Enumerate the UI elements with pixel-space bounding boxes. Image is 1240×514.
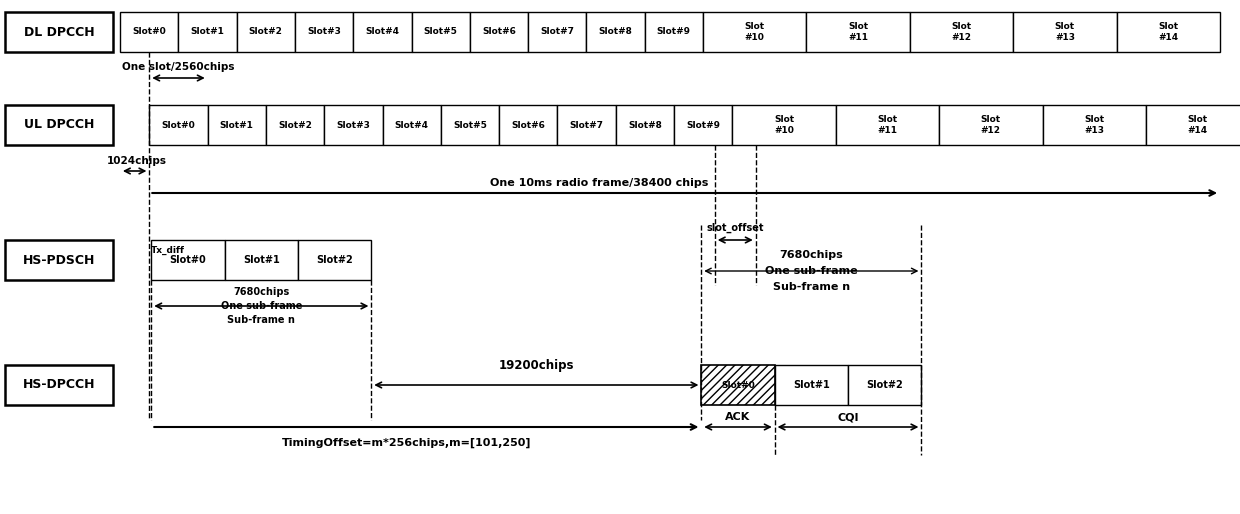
Text: Slot#1: Slot#1 (792, 380, 830, 390)
Text: Slot
#12: Slot #12 (951, 22, 972, 42)
Text: 7680chips: 7680chips (233, 287, 289, 297)
Text: Slot#0: Slot#0 (170, 255, 206, 265)
Bar (806, 12, 910, 52)
Bar (295, 12, 353, 52)
Text: Slot#1: Slot#1 (243, 255, 280, 265)
Text: Slot
#10: Slot #10 (745, 22, 765, 42)
Text: Slot#7: Slot#7 (541, 28, 574, 36)
Text: Slot#3: Slot#3 (308, 28, 341, 36)
Bar (265, 105, 324, 145)
Text: Slot
#14: Slot #14 (1188, 115, 1208, 135)
Bar (939, 105, 1043, 145)
Bar (616, 105, 675, 145)
Bar (558, 105, 616, 145)
Bar (645, 12, 703, 52)
Bar (910, 12, 1013, 52)
Bar (441, 105, 500, 145)
Text: Slot#3: Slot#3 (336, 120, 371, 130)
Text: Slot
#13: Slot #13 (1084, 115, 1105, 135)
Bar (324, 105, 382, 145)
Bar (120, 12, 179, 52)
Text: Slot#0: Slot#0 (722, 380, 755, 390)
Bar (179, 12, 237, 52)
Bar (5, 12, 113, 52)
Text: Slot#6: Slot#6 (482, 28, 516, 36)
Text: 7680chips: 7680chips (780, 250, 843, 260)
Bar (775, 365, 848, 405)
Text: Sub-frame n: Sub-frame n (227, 315, 295, 325)
Text: One 10ms radio frame/38400 chips: One 10ms radio frame/38400 chips (490, 178, 708, 188)
Bar (382, 105, 441, 145)
Bar (703, 12, 806, 52)
Text: Slot#9: Slot#9 (657, 28, 691, 36)
Text: Slot#6: Slot#6 (511, 120, 546, 130)
Text: Slot
#11: Slot #11 (848, 22, 868, 42)
Bar (207, 105, 265, 145)
Text: HS-PDSCH: HS-PDSCH (22, 253, 95, 266)
Text: Slot#1: Slot#1 (191, 28, 224, 36)
Text: Slot#4: Slot#4 (366, 28, 399, 36)
Text: One sub-frame: One sub-frame (765, 266, 858, 276)
Bar (224, 240, 298, 280)
Bar (149, 105, 207, 145)
Bar (237, 12, 295, 52)
Bar (587, 12, 645, 52)
Bar (702, 365, 775, 405)
Bar (5, 365, 113, 405)
Text: Slot#8: Slot#8 (599, 28, 632, 36)
Text: Slot
#14: Slot #14 (1158, 22, 1178, 42)
Bar (1013, 12, 1116, 52)
Text: Slot
#11: Slot #11 (878, 115, 898, 135)
Text: Slot#2: Slot#2 (316, 255, 353, 265)
Bar (500, 105, 558, 145)
Text: Slot
#12: Slot #12 (981, 115, 1001, 135)
Text: TimingOffset=m*256chips,m=[101,250]: TimingOffset=m*256chips,m=[101,250] (281, 438, 531, 448)
Bar (298, 240, 371, 280)
Bar (5, 105, 113, 145)
Text: Slot#7: Slot#7 (569, 120, 604, 130)
Bar (470, 12, 528, 52)
Bar (412, 12, 470, 52)
Text: 1024chips: 1024chips (107, 156, 166, 166)
Text: ACK: ACK (725, 412, 750, 422)
Text: DL DPCCH: DL DPCCH (24, 26, 94, 39)
Text: Slot#1: Slot#1 (219, 120, 254, 130)
Text: Slot#5: Slot#5 (424, 28, 458, 36)
Bar (151, 240, 224, 280)
Text: HS-DPCCH: HS-DPCCH (22, 378, 95, 392)
Text: Slot#0: Slot#0 (161, 120, 196, 130)
Text: Slot
#10: Slot #10 (774, 115, 794, 135)
Bar (836, 105, 939, 145)
Text: Slot#2: Slot#2 (278, 120, 312, 130)
Bar (1116, 12, 1220, 52)
Bar (1146, 105, 1240, 145)
Bar (675, 105, 733, 145)
Bar (1043, 105, 1146, 145)
Bar (353, 12, 412, 52)
Text: Slot#2: Slot#2 (867, 380, 903, 390)
Text: Slot#0: Slot#0 (133, 28, 166, 36)
Bar (848, 365, 921, 405)
Text: One slot/2560chips: One slot/2560chips (123, 62, 234, 72)
Text: 19200chips: 19200chips (498, 358, 574, 372)
Text: Slot#5: Slot#5 (453, 120, 487, 130)
Text: One sub-frame: One sub-frame (221, 301, 303, 311)
Bar (5, 240, 113, 280)
Text: Slot
#13: Slot #13 (1055, 22, 1075, 42)
Text: Slot#9: Slot#9 (686, 120, 720, 130)
Bar (733, 105, 836, 145)
Text: Tx_diff: Tx_diff (151, 245, 185, 254)
Text: Slot#2: Slot#2 (249, 28, 283, 36)
Bar (528, 12, 587, 52)
Text: CQI: CQI (837, 412, 859, 422)
Text: Slot#4: Slot#4 (394, 120, 429, 130)
Text: Sub-frame n: Sub-frame n (773, 282, 849, 292)
Text: slot_offset: slot_offset (707, 223, 764, 233)
Text: UL DPCCH: UL DPCCH (24, 119, 94, 132)
Text: Slot#8: Slot#8 (627, 120, 662, 130)
